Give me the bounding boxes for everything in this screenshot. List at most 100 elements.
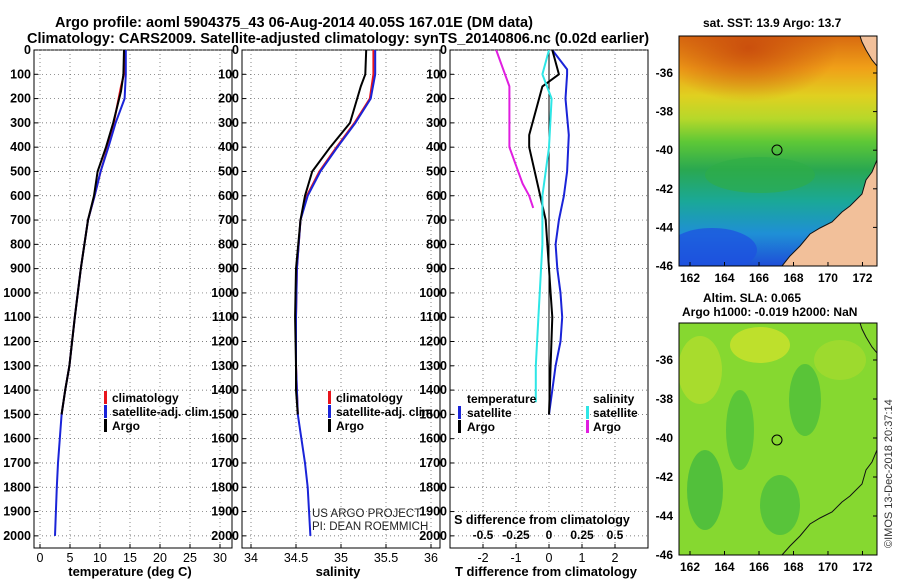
x-tick-label: 1 xyxy=(579,551,586,565)
legend-temperature-header: temperature xyxy=(467,392,537,406)
depth-tick-label: 1600 xyxy=(211,432,239,446)
depth-tick-label: 2000 xyxy=(419,529,447,543)
depth-tick-label: 900 xyxy=(10,262,31,276)
depth-tick-label: 600 xyxy=(218,189,239,203)
depth-tick-label: 1200 xyxy=(3,335,31,349)
depth-tick-label: 1700 xyxy=(3,456,31,470)
depth-tick-label: 1000 xyxy=(3,286,31,300)
map-x-tick-label: 162 xyxy=(680,560,700,574)
sst-cold-eddy xyxy=(679,228,757,266)
legend-t-satellite-label: satellite xyxy=(467,406,512,420)
series-line-argo xyxy=(60,50,125,415)
figure-title-line1: Argo profile: aoml 5904375_43 06-Aug-201… xyxy=(55,15,533,31)
depth-tick-label: 700 xyxy=(426,213,447,227)
salinity-panel: 0 100 200 300 400 500 600 700 800 900 1000 1100 1200… xyxy=(211,43,441,579)
series-line-s-argo xyxy=(495,50,535,209)
map-x-tick-label: 172 xyxy=(852,271,872,285)
legend-t-argo-swatch xyxy=(458,420,461,433)
depth-tick-label: 600 xyxy=(426,189,447,203)
sst-land xyxy=(781,159,877,266)
sla-map-caption1: Altim. SLA: 0.065 xyxy=(703,291,801,305)
depth-tick-label: 1600 xyxy=(3,432,31,446)
depth-tick-label: 300 xyxy=(426,116,447,130)
sla-low-1 xyxy=(726,390,754,470)
x-tick-label: 35 xyxy=(334,551,348,565)
s-tick-label: -0.5 xyxy=(473,528,494,542)
map-y-tick-label: -40 xyxy=(656,431,674,445)
sla-low-2 xyxy=(789,364,821,436)
map-x-tick-label: 168 xyxy=(783,271,803,285)
map-y-tick-label: -38 xyxy=(656,392,674,406)
sst-warm-patch xyxy=(679,36,877,156)
map-x-tick-label: 164 xyxy=(714,560,734,574)
credit-line2: PI: DEAN ROEMMICH xyxy=(312,521,428,533)
depth-tick-label: 1100 xyxy=(420,310,447,324)
depth-tick-label: 1700 xyxy=(211,456,239,470)
salinity-legend: climatology satellite-adj. clim. Argo xyxy=(328,391,436,433)
depth-tick-label: 1900 xyxy=(419,505,447,519)
temperature-legend: climatology satellite-adj. clim. Argo xyxy=(104,391,212,433)
depth-tick-label: 1000 xyxy=(211,286,239,300)
sla-coast-north xyxy=(859,323,877,354)
imos-watermark: ©IMOS 13-Dec-2018 20:37:14 xyxy=(883,399,895,548)
depth-tick-label: 2000 xyxy=(3,529,31,543)
map-x-tick-label: 168 xyxy=(783,560,803,574)
depth-tick-label: 200 xyxy=(426,92,447,106)
legend-s-satellite-label: satellite xyxy=(593,406,638,420)
depth-tick-label: 1300 xyxy=(211,359,239,373)
depth-tick-label: 1800 xyxy=(3,480,31,494)
depth-tick-label: 1800 xyxy=(419,480,447,494)
depth-tick-label: 1100 xyxy=(212,310,239,324)
series-line-s-satellite xyxy=(534,50,553,403)
sla-argo-position xyxy=(771,434,783,446)
depth-tick-label: 700 xyxy=(10,213,31,227)
depth-tick-label: 1400 xyxy=(3,383,31,397)
depth-tick-label: 900 xyxy=(218,262,239,276)
map-x-tick-label: 166 xyxy=(749,271,769,285)
depth-tick-label: 1900 xyxy=(3,505,31,519)
depth-tick-label: 1800 xyxy=(211,480,239,494)
temperature-panel-frame xyxy=(33,49,233,549)
x-tick-label: 0 xyxy=(546,551,553,565)
x-tick-label: 34 xyxy=(244,551,258,565)
series-line-t-satellite xyxy=(548,50,570,415)
map-y-tick-label: -46 xyxy=(656,548,674,562)
depth-tick-label: 400 xyxy=(218,140,239,154)
depth-tick-label: 1200 xyxy=(419,335,447,349)
sst-land-north xyxy=(859,36,877,67)
series-line-t-argo xyxy=(528,50,560,415)
map-y-tick-label: -42 xyxy=(656,182,674,196)
map-y-tick-label: -44 xyxy=(656,220,674,234)
depth-tick-label: 1500 xyxy=(3,407,31,421)
legend-salinity-header: salinity xyxy=(593,392,635,406)
depth-tick-label: 100 xyxy=(218,67,239,81)
legend-argo-label: Argo xyxy=(336,419,364,433)
depth-tick-label: 0 xyxy=(24,43,31,57)
legend-s-argo-swatch xyxy=(586,420,589,433)
map-y-tick-label: -38 xyxy=(656,105,674,119)
x-tick-label: 35.5 xyxy=(374,551,398,565)
difference-legend: temperature salinity satellite Argo sate… xyxy=(458,392,638,434)
sst-map: sat. SST: 13.9 Argo: 13.7 162 164 166 168 17… xyxy=(656,16,878,285)
sla-high-3 xyxy=(814,340,866,380)
legend-s-satellite-swatch xyxy=(586,406,589,419)
legend-climatology-swatch xyxy=(328,391,331,404)
t-difference-axis-label: T difference from climatology xyxy=(455,564,638,579)
s-tick-label: 0.25 xyxy=(570,528,594,542)
legend-satellite-swatch xyxy=(104,405,107,418)
sla-map: Altim. SLA: 0.065 Argo h1000: -0.019 h20… xyxy=(656,291,878,574)
legend-s-argo-label: Argo xyxy=(593,420,621,434)
depth-tick-label: 2000 xyxy=(211,529,239,543)
depth-tick-label: 400 xyxy=(426,140,447,154)
depth-tick-label: 1400 xyxy=(211,383,239,397)
sst-argo-position xyxy=(771,144,783,156)
depth-tick-label: 500 xyxy=(426,164,447,178)
depth-tick-label: 1700 xyxy=(419,456,447,470)
depth-tick-label: 800 xyxy=(218,237,239,251)
x-tick-label: 2 xyxy=(612,551,619,565)
depth-tick-label: 1300 xyxy=(3,359,31,373)
depth-tick-label: 800 xyxy=(426,237,447,251)
sst-map-caption: sat. SST: 13.9 Argo: 13.7 xyxy=(703,16,842,30)
depth-tick-label: 1600 xyxy=(419,432,447,446)
